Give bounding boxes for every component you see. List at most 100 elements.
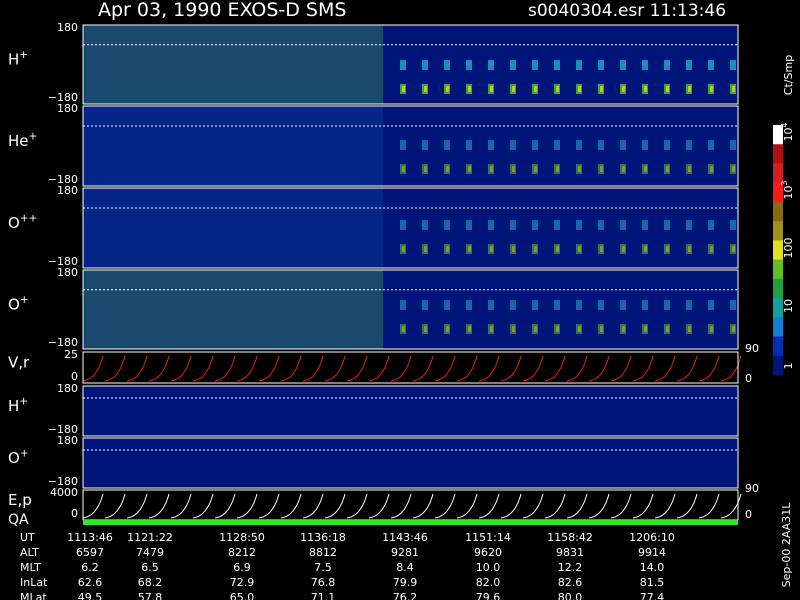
table-cell: 9831 (556, 546, 584, 559)
row-label: MLT (20, 561, 41, 574)
panel-texture (83, 106, 383, 186)
panel-label-sup: + (20, 447, 29, 459)
panel-label: O++ (8, 212, 37, 232)
panel-label-base: H (8, 51, 19, 69)
colorbar-cell (773, 355, 783, 376)
table-cell: 1113:46 (67, 531, 113, 544)
table-cell: 76.2 (393, 591, 418, 600)
panel-frame (82, 24, 739, 105)
sawtooth (82, 493, 742, 519)
panel-label-base: O (8, 296, 20, 314)
table-cell: 9914 (638, 546, 666, 559)
table-cell: 49.5 (78, 591, 103, 600)
colorbar-label-base: 10 (782, 127, 795, 141)
table-cell: 1143:46 (382, 531, 428, 544)
y-tick-label: 0 (71, 507, 78, 520)
right-tick-label: 90 (745, 482, 759, 495)
panel-frame (82, 269, 739, 350)
table-cell: 6.5 (141, 561, 159, 574)
panel-label-sup: ++ (20, 212, 38, 224)
panel-label-sup: + (20, 294, 29, 306)
colorbar-label-group: 104 (780, 122, 795, 141)
panel-texture (390, 270, 738, 349)
qa-label: QA (8, 512, 29, 528)
colorbar-label-base: 10 (782, 299, 795, 313)
panel-label-base: O (8, 214, 20, 232)
colorbar-label: 103 (780, 180, 795, 199)
colorbar-label-group: 103 (780, 180, 795, 199)
right-tick-label: 0 (745, 508, 752, 521)
table-cell: 79.6 (476, 591, 501, 600)
colorbar-label: 100 (782, 238, 795, 259)
panel-label: V,r (8, 354, 30, 372)
colorbar-cell (773, 298, 783, 318)
side-note: Sep-00 2AA31L (780, 502, 793, 588)
table-cell: 72.9 (230, 576, 255, 589)
table-cell: 1121:22 (127, 531, 173, 544)
table-cell: 80.0 (558, 591, 583, 600)
y-tick-label: −180 (48, 255, 78, 268)
table-cell: 62.6 (78, 576, 103, 589)
colorbar-cell (773, 182, 783, 203)
panel-frame (82, 187, 739, 269)
colorbar-label: 10 (782, 299, 795, 313)
colorbar-label-base: 100 (782, 238, 795, 259)
colorbar-cell (773, 163, 783, 184)
table-cell: 9281 (391, 546, 419, 559)
colorbar-label: 1 (782, 363, 795, 370)
panel-frame (82, 437, 739, 489)
table-cell: 14.0 (640, 561, 665, 574)
colorbar-cell (773, 144, 783, 164)
y-tick-label: 0 (71, 370, 78, 383)
y-tick-label: −180 (48, 91, 78, 104)
qa-bar (83, 520, 738, 525)
row-label: ALT (20, 546, 39, 559)
panel-texture (390, 106, 738, 186)
panel-texture (390, 25, 738, 104)
colorbar-label: 104 (780, 122, 795, 141)
table-cell: 8212 (228, 546, 256, 559)
y-tick-label: 180 (57, 184, 78, 197)
panel-label: E,p (8, 491, 32, 509)
panel-texture (83, 25, 383, 104)
panel-frame (82, 385, 739, 437)
colorbar-label-base: 10 (782, 185, 795, 199)
panel-frame (82, 351, 739, 384)
panel-label-sup: + (19, 49, 28, 61)
colorbar-cell (773, 240, 783, 261)
table-cell: 77.4 (640, 591, 665, 600)
table-cell: 8812 (309, 546, 337, 559)
panel-label-base: H (8, 397, 19, 415)
panel-label: H+ (8, 49, 28, 69)
y-tick-label: 180 (57, 266, 78, 279)
y-tick-label: 180 (57, 21, 78, 34)
table-cell: 76.8 (311, 576, 336, 589)
table-cell: 81.5 (640, 576, 665, 589)
table-cell: 82.6 (558, 576, 583, 589)
colorbar-cell (773, 259, 783, 280)
right-tick-label: 90 (745, 342, 759, 355)
panel-label-base: O (8, 449, 20, 467)
panel-bg (83, 438, 738, 488)
table-cell: 1206:10 (629, 531, 675, 544)
colorbar-label-group: 1 (782, 363, 795, 370)
row-label: InLat (20, 576, 48, 589)
panel-label: H+ (8, 395, 28, 415)
table-cell: 1158:42 (547, 531, 593, 544)
file-label: s0040304.esr 11:13:46 (528, 1, 726, 21)
table-cell: 1136:18 (300, 531, 346, 544)
panel-label: He+ (8, 130, 37, 150)
y-tick-label: −180 (48, 336, 78, 349)
y-tick-label: 180 (57, 434, 78, 447)
colorbar-title: Ct/Smp (782, 55, 795, 95)
table-cell: 57.8 (138, 591, 163, 600)
colorbar-label-group: 100 (782, 238, 795, 259)
title: Apr 03, 1990 EXOS-D SMS (98, 0, 346, 21)
row-label: MLat (20, 591, 47, 600)
panel-label-base: E,p (8, 491, 32, 509)
table-cell: 6.9 (233, 561, 251, 574)
table-cell: 9620 (474, 546, 502, 559)
table-cell: 68.2 (138, 576, 163, 589)
y-tick-label: −180 (48, 423, 78, 436)
